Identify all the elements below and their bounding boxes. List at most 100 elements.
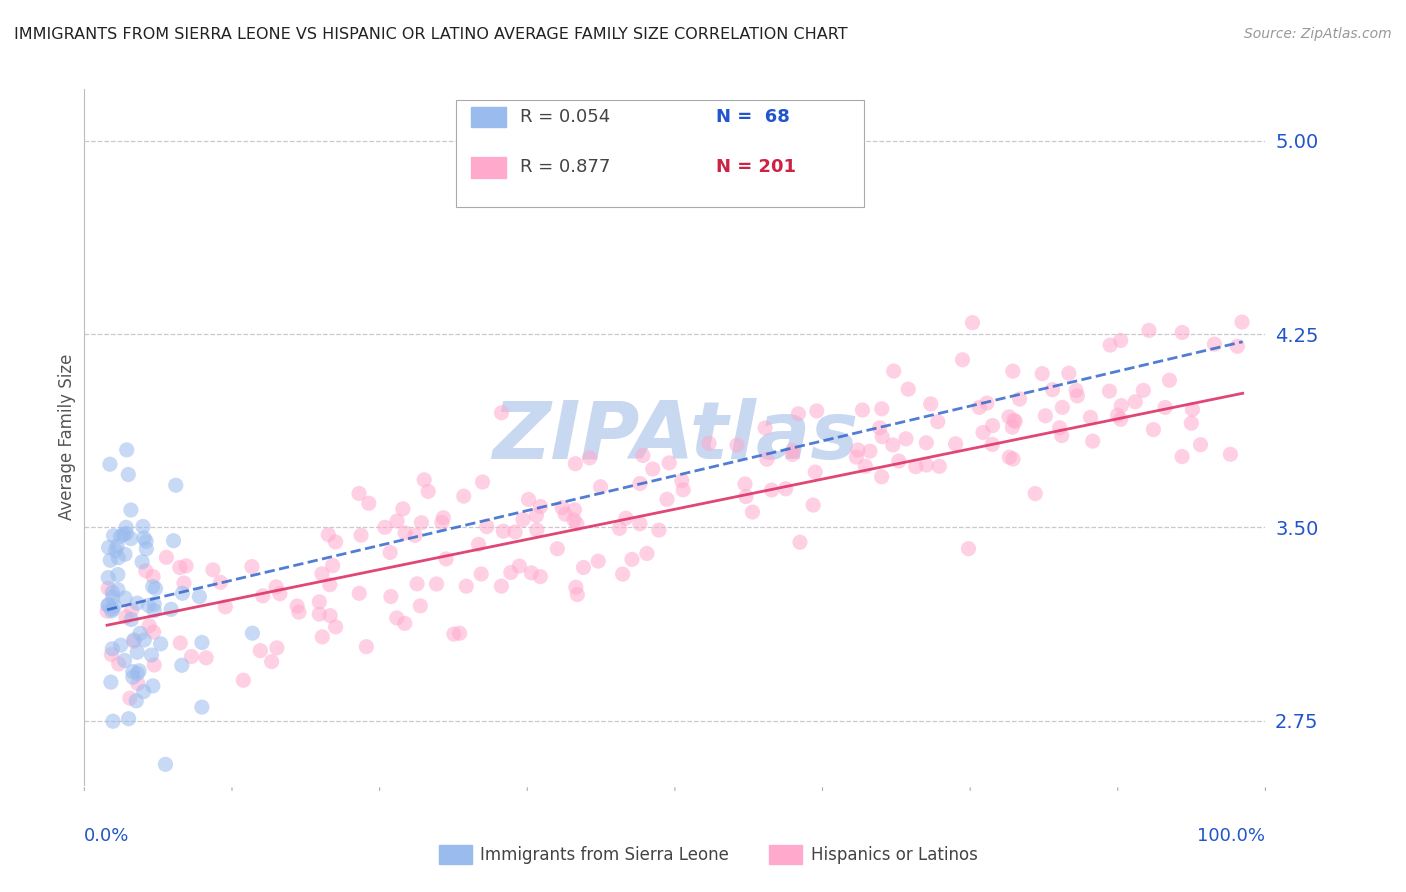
Point xyxy=(1123,394,1146,409)
Point xyxy=(425,577,447,591)
Text: N = 201: N = 201 xyxy=(716,158,796,176)
Point xyxy=(120,503,142,517)
Point xyxy=(308,595,330,609)
Bar xyxy=(471,157,506,178)
Point xyxy=(132,531,155,545)
Point xyxy=(311,566,333,581)
Point xyxy=(347,586,370,600)
Point xyxy=(97,571,120,585)
Point xyxy=(100,675,122,690)
Point xyxy=(240,559,263,574)
Text: R = 0.877: R = 0.877 xyxy=(520,158,610,176)
Point xyxy=(142,625,165,640)
Point xyxy=(105,539,128,553)
Point xyxy=(1042,383,1064,397)
Point xyxy=(264,580,287,594)
Point xyxy=(385,611,408,625)
Point xyxy=(612,567,634,582)
Point xyxy=(107,567,129,582)
Point xyxy=(567,588,589,602)
Point xyxy=(318,527,340,541)
Point xyxy=(394,525,416,540)
Point xyxy=(928,459,950,474)
Point xyxy=(101,602,124,616)
Point xyxy=(976,396,998,410)
Point xyxy=(775,482,797,496)
Point xyxy=(443,627,465,641)
Point xyxy=(882,438,904,452)
Point xyxy=(127,666,149,681)
Point xyxy=(998,450,1021,465)
Point xyxy=(347,486,370,500)
Point xyxy=(1180,416,1202,430)
Bar xyxy=(769,846,803,863)
Point xyxy=(260,655,283,669)
Text: Source: ZipAtlas.com: Source: ZipAtlas.com xyxy=(1244,27,1392,41)
Point xyxy=(103,529,125,543)
Point xyxy=(512,512,534,526)
Point xyxy=(869,421,891,435)
Point xyxy=(165,478,187,492)
Point xyxy=(1159,373,1181,387)
Point xyxy=(96,604,118,618)
Point xyxy=(697,436,720,450)
Point xyxy=(122,634,145,648)
Point xyxy=(98,553,121,567)
Point xyxy=(855,459,877,474)
Point xyxy=(418,484,440,499)
Point xyxy=(1031,367,1053,381)
Point xyxy=(471,475,494,489)
Point xyxy=(97,541,120,555)
Point xyxy=(565,580,588,594)
Point xyxy=(1057,366,1080,380)
Point xyxy=(374,520,396,534)
Point xyxy=(114,547,136,561)
Point xyxy=(894,432,917,446)
Point xyxy=(114,591,136,605)
Point xyxy=(470,567,492,582)
Point xyxy=(475,519,498,533)
Point xyxy=(529,569,551,583)
Point xyxy=(138,599,160,613)
Point xyxy=(565,516,588,531)
Point xyxy=(97,599,120,613)
Point xyxy=(578,450,600,465)
Text: R = 0.054: R = 0.054 xyxy=(520,108,610,126)
Point xyxy=(242,626,264,640)
Point xyxy=(782,447,804,461)
Point xyxy=(1049,421,1071,435)
Point xyxy=(319,608,342,623)
Point xyxy=(117,467,139,482)
Point xyxy=(952,352,974,367)
Text: Immigrants from Sierra Leone: Immigrants from Sierra Leone xyxy=(479,846,728,863)
Point xyxy=(782,443,804,458)
Point xyxy=(1154,401,1177,415)
Point xyxy=(201,563,224,577)
Point xyxy=(969,401,991,415)
Point xyxy=(104,543,127,558)
Point xyxy=(125,694,148,708)
Point xyxy=(1002,452,1025,467)
Point xyxy=(101,714,124,729)
Point xyxy=(1099,338,1122,352)
Point xyxy=(173,576,195,591)
Bar xyxy=(471,106,506,128)
Point xyxy=(1109,334,1132,348)
Point xyxy=(98,457,121,471)
Point xyxy=(801,498,824,512)
Point xyxy=(787,407,810,421)
Point xyxy=(609,521,631,535)
Text: Hispanics or Latinos: Hispanics or Latinos xyxy=(811,846,977,863)
Point xyxy=(572,560,595,574)
Point xyxy=(191,700,214,714)
Point xyxy=(517,492,540,507)
Bar xyxy=(439,846,472,863)
Point xyxy=(145,582,167,596)
Point xyxy=(870,430,893,444)
Point xyxy=(97,598,120,612)
Point xyxy=(981,437,1004,451)
Point xyxy=(1219,447,1241,461)
Point xyxy=(430,516,453,530)
Point xyxy=(132,519,155,533)
Point xyxy=(1066,389,1088,403)
